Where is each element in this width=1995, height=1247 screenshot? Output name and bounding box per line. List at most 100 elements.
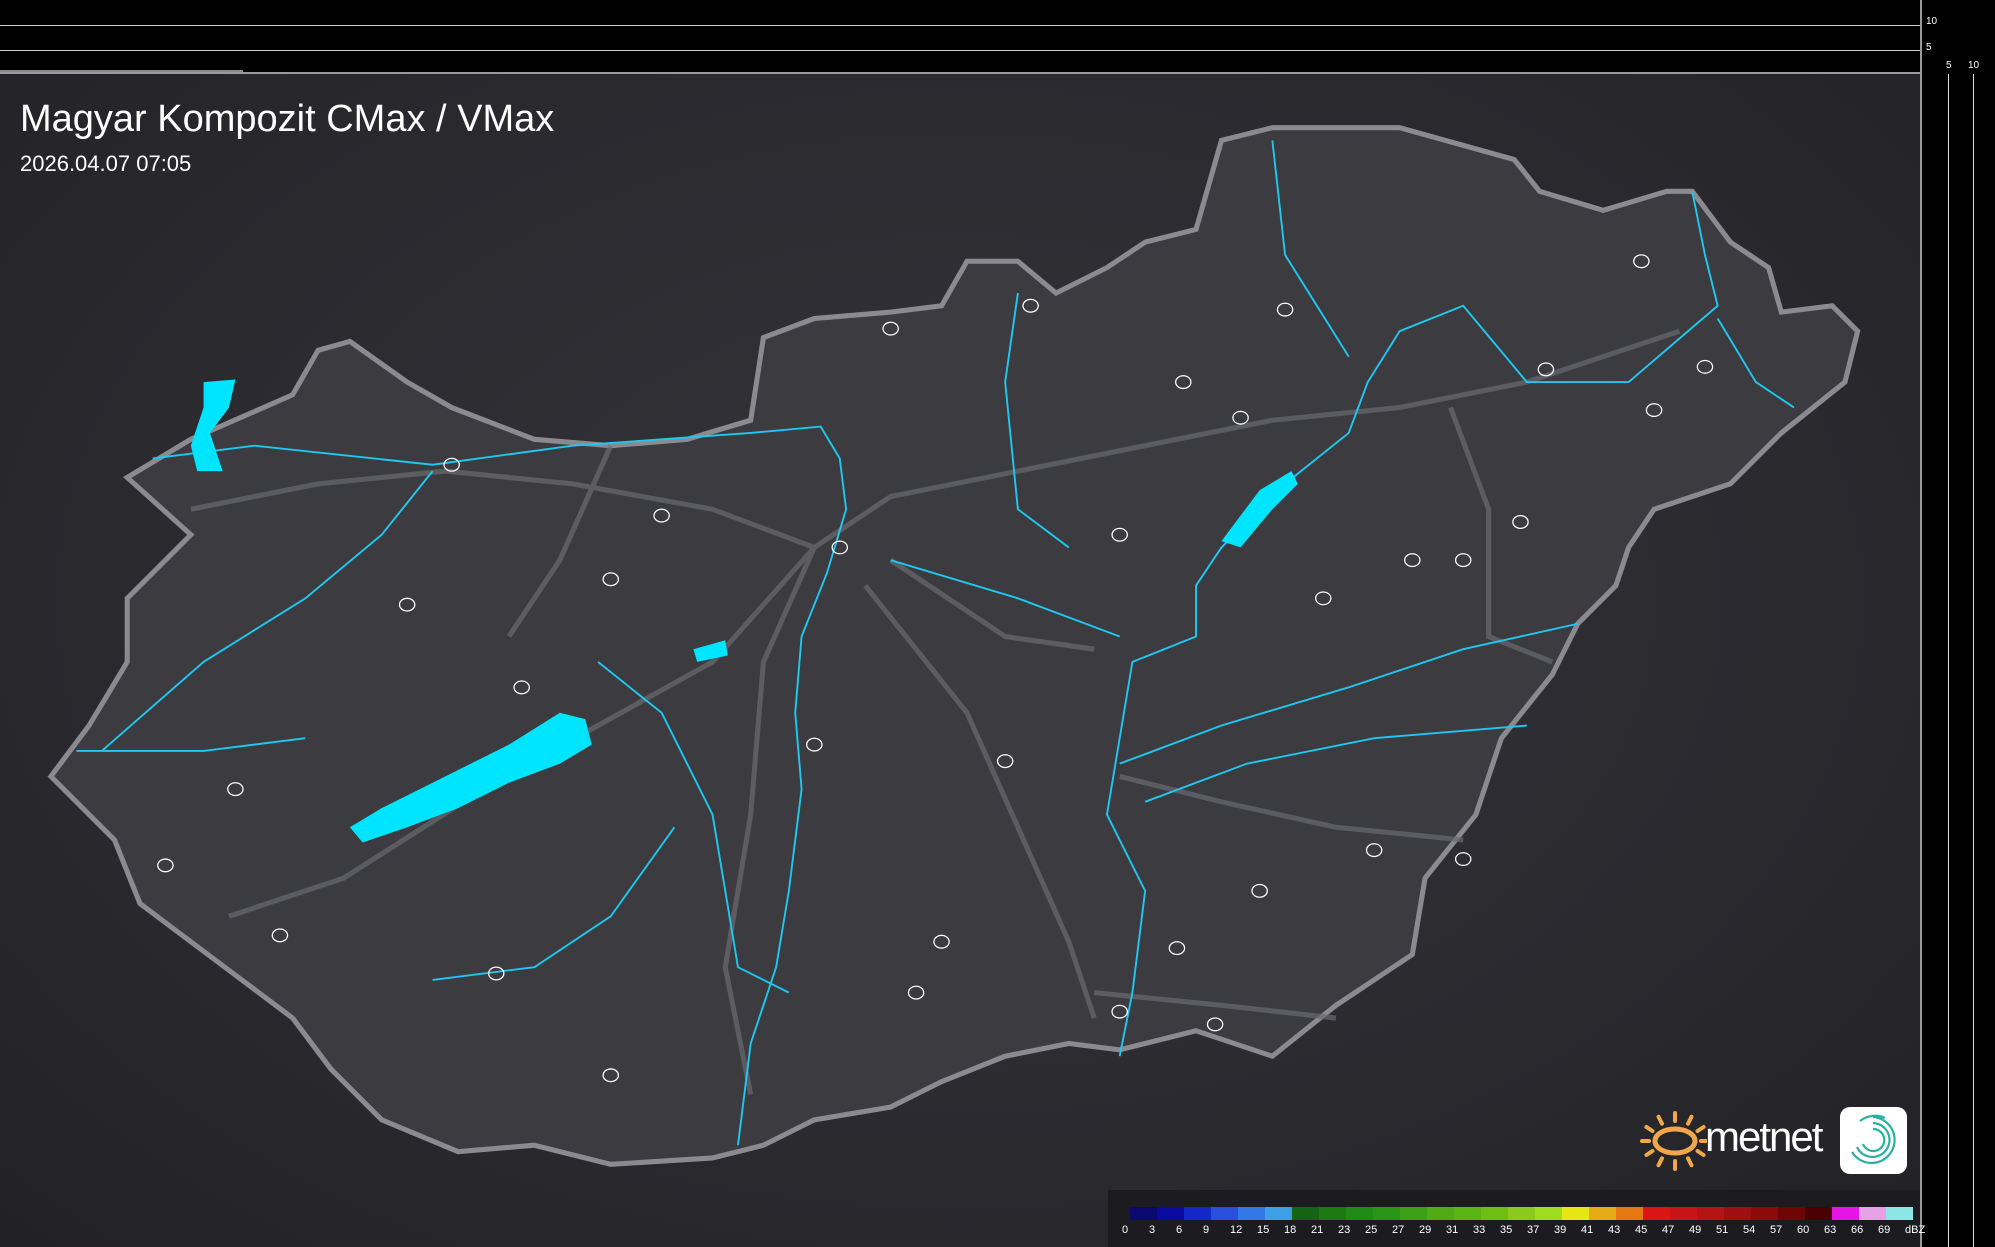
- scale-band-top: [0, 0, 1920, 73]
- hungary-outline: [47, 125, 1861, 1167]
- legend-label: 45: [1635, 1224, 1648, 1236]
- city-outline: [1175, 375, 1192, 390]
- city-outline: [1537, 362, 1555, 377]
- color-swatch: [1859, 1207, 1886, 1220]
- color-swatch: [1724, 1207, 1751, 1220]
- legend-label: dBZ: [1905, 1224, 1926, 1236]
- city-outline: [443, 457, 460, 472]
- radar-map[interactable]: [0, 73, 1920, 1247]
- lake-velence: [693, 640, 728, 662]
- sun-icon: [1640, 1111, 1710, 1171]
- app-icon: [1840, 1107, 1907, 1174]
- scale-line-5: [1948, 74, 1949, 1247]
- lake-balaton: [349, 712, 592, 843]
- sun-ray: [1644, 1149, 1655, 1157]
- color-swatch: [1643, 1207, 1670, 1220]
- legend-label: 9: [1203, 1224, 1210, 1236]
- city-outline: [806, 737, 823, 752]
- color-swatch: [1265, 1207, 1292, 1220]
- legend-label: 54: [1743, 1224, 1756, 1236]
- legend-label: 3: [1149, 1224, 1156, 1236]
- color-swatch: [1319, 1207, 1346, 1220]
- legend-label: 51: [1716, 1224, 1729, 1236]
- city-outline: [1314, 591, 1332, 606]
- lake-tisza: [1221, 471, 1298, 548]
- color-swatch: [1373, 1207, 1400, 1220]
- legend-label: 60: [1797, 1224, 1810, 1236]
- legend-label: 27: [1392, 1224, 1405, 1236]
- city-outline: [831, 540, 849, 555]
- tick-label: 5: [1926, 42, 1932, 53]
- city-outline: [1454, 852, 1472, 867]
- city-outline: [1111, 527, 1128, 542]
- timestamp: 2026.04.07 07:05: [20, 151, 192, 176]
- legend-label: 63: [1824, 1224, 1837, 1236]
- city-outline: [487, 966, 505, 981]
- sun-ray: [1644, 1125, 1655, 1133]
- tick-label: 5: [1946, 60, 1952, 71]
- legend-label: 66: [1851, 1224, 1864, 1236]
- legend-label: 18: [1284, 1224, 1297, 1236]
- city-outline: [1111, 1004, 1128, 1019]
- color-swatch: [1751, 1207, 1778, 1220]
- legend-label: 35: [1500, 1224, 1513, 1236]
- city-outline: [1512, 514, 1529, 529]
- color-swatch: [1400, 1207, 1427, 1220]
- sun-ray: [1686, 1114, 1694, 1126]
- color-legend: 0 3 6 9 12 15 18 21 23 25 27 29 31 33 35 37 39 41 43 45 47 49…: [1108, 1190, 1925, 1247]
- legend-label: 12: [1230, 1224, 1243, 1236]
- city-outline: [157, 858, 174, 873]
- city-outlines: [157, 254, 1714, 1083]
- rivers: [76, 140, 1795, 1146]
- color-swatch: [1670, 1207, 1697, 1220]
- color-swatch: [1562, 1207, 1589, 1220]
- city-outline: [1633, 254, 1650, 269]
- legend-label: 43: [1608, 1224, 1621, 1236]
- city-outline: [1365, 843, 1383, 858]
- city-outline: [1645, 403, 1663, 418]
- color-swatch: [1697, 1207, 1724, 1220]
- city-outline: [513, 680, 530, 695]
- city-outline: [1206, 1017, 1224, 1032]
- color-swatch: [1292, 1207, 1319, 1220]
- color-swatch: [1238, 1207, 1265, 1220]
- legend-label: 39: [1554, 1224, 1567, 1236]
- city-outline: [602, 572, 620, 587]
- city-outline: [1696, 359, 1714, 374]
- legend-label: 33: [1473, 1224, 1486, 1236]
- legend-label: 0: [1122, 1224, 1129, 1236]
- sun-ray: [1695, 1149, 1706, 1157]
- legend-label: 47: [1662, 1224, 1675, 1236]
- scale-band-right: 10 5 5 10: [1920, 0, 1995, 1247]
- roads: [190, 328, 1681, 1095]
- city-outline: [271, 928, 289, 943]
- tick-label: 10: [1926, 16, 1938, 27]
- legend-label: 21: [1311, 1224, 1324, 1236]
- sun-ray: [1686, 1156, 1694, 1168]
- city-outline: [996, 754, 1014, 769]
- color-swatch: [1589, 1207, 1616, 1220]
- scale-line-5: [0, 50, 1920, 51]
- city-outline: [1022, 298, 1039, 313]
- sun-ray: [1695, 1125, 1706, 1133]
- legend-label: 49: [1689, 1224, 1702, 1236]
- logo-text: metnet: [1705, 1113, 1823, 1160]
- color-scale-labels: 0 3 6 9 12 15 18 21 23 25 27 29 31 33 35 37 39 41 43 45 47 49…: [1122, 1224, 1932, 1236]
- legend-label: 31: [1446, 1224, 1459, 1236]
- color-swatch: [1616, 1207, 1643, 1220]
- legend-label: 41: [1581, 1224, 1594, 1236]
- legend-label: 15: [1257, 1224, 1270, 1236]
- color-swatch: [1346, 1207, 1373, 1220]
- city-outline: [653, 508, 670, 523]
- sun-ray: [1656, 1114, 1664, 1126]
- city-outline: [1232, 410, 1249, 425]
- city-outline: [1454, 553, 1472, 568]
- legend-label: 6: [1176, 1224, 1183, 1236]
- scale-line-10: [1973, 74, 1974, 1247]
- sun-ray: [1656, 1156, 1664, 1168]
- legend-label: 69: [1878, 1224, 1891, 1236]
- color-swatch: [1130, 1207, 1157, 1220]
- color-swatch: [1805, 1207, 1832, 1220]
- color-swatch: [1157, 1207, 1184, 1220]
- city-outline: [1404, 553, 1421, 568]
